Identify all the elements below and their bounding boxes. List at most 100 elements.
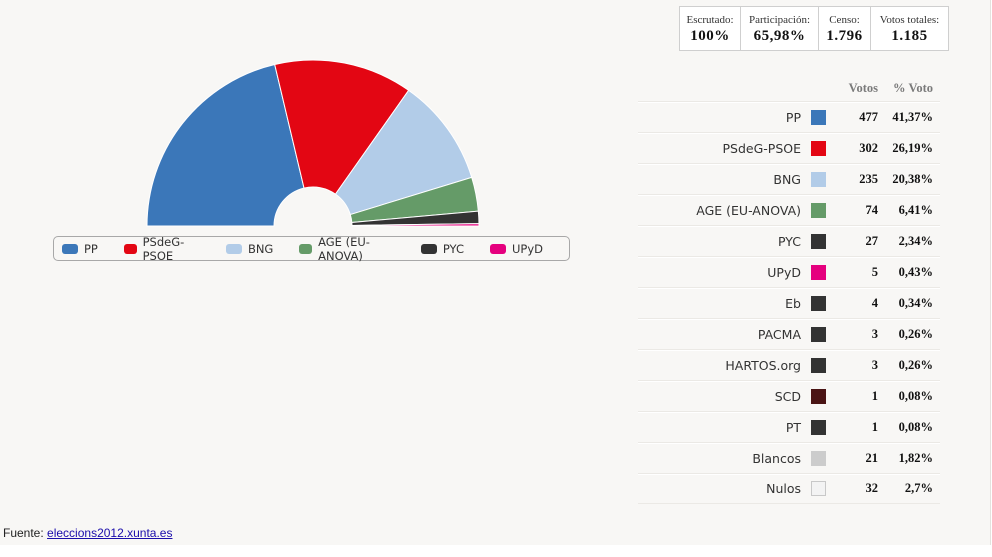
party-pct: 26,19%	[892, 140, 933, 155]
legend-swatch-icon	[225, 243, 242, 254]
party-pct: 0,34%	[898, 295, 933, 310]
table-row: Eb 4 0,34%	[638, 287, 940, 318]
party-votes: 1	[871, 388, 878, 403]
legend-label: BNG	[247, 241, 274, 256]
party-pct: 0,08%	[898, 419, 933, 434]
color-swatch-icon	[811, 109, 826, 125]
legend-label: PYC	[442, 241, 464, 256]
legend-swatch-icon	[299, 243, 313, 254]
table-row: PACMA 3 0,26%	[638, 318, 940, 349]
party-name: PACMA	[757, 326, 801, 342]
stat-value: 65,98%	[753, 28, 806, 44]
legend-swatch-icon	[62, 243, 78, 254]
chart-slice-psdeg-psoe[interactable]	[274, 59, 410, 195]
votes-column-header: Votos	[848, 80, 878, 95]
party-pct: 0,43%	[898, 264, 933, 279]
legend-item[interactable]: PYC	[420, 241, 464, 256]
stat-2: Censo: 1.796	[819, 7, 871, 50]
party-pct: 2,34%	[898, 233, 933, 248]
source-line: Fuente: eleccions2012.xunta.es	[3, 526, 172, 540]
party-pct: 0,26%	[898, 357, 933, 372]
table-row: AGE (EU-ANOVA) 74 6,41%	[638, 194, 940, 225]
party-pct: 6,41%	[898, 202, 933, 217]
table-row: PYC 27 2,34%	[638, 225, 940, 256]
party-votes: 5	[871, 264, 878, 279]
pct-column-header: % Voto	[893, 80, 933, 95]
legend-item[interactable]: BNG	[225, 241, 274, 256]
legend-label: PSdeG-PSOE	[142, 234, 185, 263]
table-row: Nulos 32 2,7%	[638, 473, 940, 504]
party-name: PSdeG-PSOE	[722, 140, 801, 156]
party-pct: 0,08%	[898, 388, 933, 403]
party-pct: 2,7%	[904, 481, 933, 495]
party-votes: 3	[871, 326, 878, 341]
party-votes: 74	[865, 202, 879, 217]
party-name: Blancos	[752, 450, 801, 466]
legend-item[interactable]: PP	[62, 242, 98, 256]
stat-label: Participación:	[748, 14, 811, 26]
color-swatch-icon	[811, 450, 826, 466]
chart-slice-upyd[interactable]	[351, 223, 480, 227]
stat-1: Participación: 65,98%	[741, 7, 819, 50]
party-pct: 20,38%	[892, 171, 933, 186]
party-name: HARTOS.org	[725, 357, 801, 373]
party-pct: 41,37%	[892, 109, 933, 124]
party-name: SCD	[774, 388, 801, 404]
stat-label: Votos totales:	[879, 14, 940, 26]
source-link[interactable]: eleccions2012.xunta.es	[47, 526, 173, 540]
results-table: Votos % Voto PP 477 41,37% PSdeG-PSOE 302 26,…	[638, 75, 940, 504]
party-pct: 1,82%	[898, 450, 933, 465]
legend-item[interactable]: AGE (EU-ANOVA)	[299, 235, 395, 263]
table-row: BNG 235 20,38%	[638, 163, 940, 194]
table-row: PT 1 0,08%	[638, 411, 940, 442]
chart-slice-bng[interactable]	[334, 89, 473, 216]
party-name: Nulos	[766, 481, 801, 496]
legend-item[interactable]: PSdeG-PSOE	[123, 234, 200, 263]
chart-slice-pp[interactable]	[146, 63, 305, 227]
color-swatch-icon	[811, 202, 826, 218]
color-swatch-icon	[811, 388, 826, 404]
stat-3: Votos totales: 1.185	[871, 7, 948, 50]
color-swatch-icon	[811, 357, 826, 373]
results-rows: PP 477 41,37% PSdeG-PSOE 302 26,19% BNG 235 20,3…	[638, 101, 940, 504]
party-name: PP	[785, 109, 801, 125]
color-swatch-icon	[811, 233, 826, 249]
legend-swatch-icon	[420, 243, 437, 254]
semicircle-chart	[146, 59, 480, 227]
color-swatch-icon	[811, 171, 826, 187]
party-votes: 21	[865, 450, 879, 465]
party-votes: 32	[865, 481, 879, 495]
table-row: SCD 1 0,08%	[638, 380, 940, 411]
party-name: PT	[785, 419, 801, 435]
color-swatch-icon	[811, 326, 826, 342]
stat-value: 1.796	[826, 28, 863, 44]
party-votes: 27	[865, 233, 879, 248]
party-votes: 235	[859, 171, 878, 186]
table-row: PP 477 41,37%	[638, 101, 940, 132]
legend-label: PP	[84, 241, 98, 256]
stat-value: 1.185	[891, 28, 928, 44]
party-name: BNG	[773, 171, 801, 187]
party-votes: 1	[871, 419, 878, 434]
table-row: PSdeG-PSOE 302 26,19%	[638, 132, 940, 163]
color-swatch-icon	[811, 264, 826, 280]
party-votes: 477	[859, 109, 878, 124]
table-row: HARTOS.org 3 0,26%	[638, 349, 940, 380]
color-swatch-icon	[811, 481, 826, 496]
party-name: AGE (EU-ANOVA)	[696, 202, 801, 218]
results-header: Votos % Voto	[638, 75, 940, 101]
chart-legend: PP PSdeG-PSOE BNG AGE (EU-ANOVA) PYC UPyD	[53, 234, 570, 263]
color-swatch-icon	[811, 140, 826, 156]
table-row: Blancos 21 1,82%	[638, 442, 940, 473]
party-votes: 4	[871, 295, 878, 310]
party-pct: 0,26%	[898, 326, 933, 341]
stat-0: Escrutado: 100%	[680, 7, 741, 50]
legend-item[interactable]: UPyD	[489, 242, 543, 256]
legend-swatch-icon	[123, 243, 137, 254]
party-name: UPyD	[767, 264, 801, 280]
summary-stats-box: Escrutado: 100% Participación: 65,98% Censo:…	[679, 6, 949, 51]
party-name: Eb	[785, 295, 801, 311]
color-swatch-icon	[811, 295, 826, 311]
table-row: UPyD 5 0,43%	[638, 256, 940, 287]
legend-swatch-icon	[489, 243, 506, 254]
